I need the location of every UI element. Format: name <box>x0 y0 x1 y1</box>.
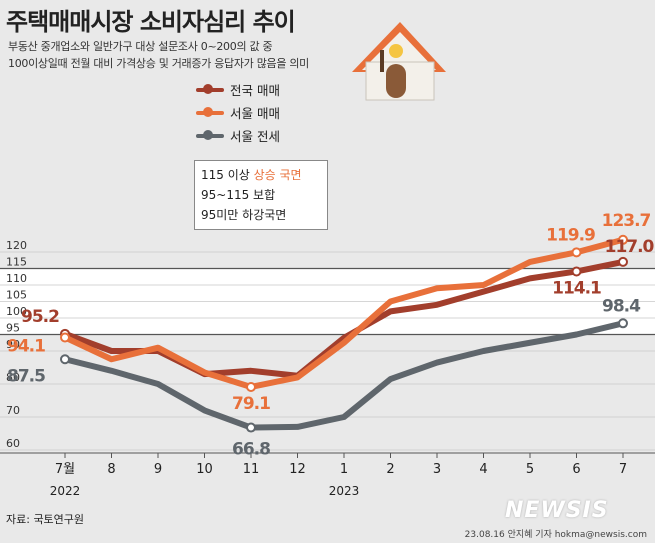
x-tick-label: 10 <box>196 462 213 477</box>
data-point <box>618 234 628 245</box>
info-rise: 115 이상 상승 국면 <box>201 165 321 185</box>
x-tick-label: 7 <box>619 462 627 477</box>
year-label: 2023 <box>329 484 360 498</box>
data-point <box>246 422 256 433</box>
y-tick-label: 120 <box>6 239 27 252</box>
y-tick-label: 80 <box>6 371 20 384</box>
data-point <box>618 256 628 267</box>
x-tick-label: 3 <box>433 462 441 477</box>
y-tick-label: 100 <box>6 305 27 318</box>
y-tick-label: 110 <box>6 272 27 285</box>
x-tick-label: 8 <box>107 462 115 477</box>
x-tick-label: 4 <box>479 462 487 477</box>
phase-info-box: 115 이상 상승 국면 95~115 보합 95미만 하강국면 <box>194 160 328 230</box>
subtitle-line-1: 부동산 중개업소와 일반가구 대상 설문조사 0~200의 값 중 <box>8 40 273 53</box>
y-tick-label: 95 <box>6 322 20 335</box>
x-tick-label: 9 <box>154 462 162 477</box>
house-icon <box>352 22 446 101</box>
x-tick-label: 12 <box>289 462 306 477</box>
y-tick-label: 90 <box>6 338 20 351</box>
info-rise-highlight: 상승 국면 <box>253 168 302 182</box>
series-line <box>62 236 626 390</box>
y-tick-label: 60 <box>6 437 20 450</box>
data-label: 123.7 <box>602 211 651 231</box>
y-tick-label: 70 <box>6 404 20 417</box>
data-label: 79.1 <box>232 394 270 414</box>
legend-national-swatch <box>196 83 224 94</box>
data-point <box>246 381 256 392</box>
legend-seoul-sale-swatch <box>196 106 224 117</box>
x-tick-label: 7월 <box>55 462 75 477</box>
legend-national: 전국 매매 <box>196 78 280 101</box>
brand-logo: NEWSIS <box>505 498 609 523</box>
page-title: 주택매매시장 소비자심리 추이 <box>6 8 296 36</box>
y-tick-label: 105 <box>6 289 27 302</box>
info-steady: 95~115 보합 <box>201 188 276 202</box>
credit-line: 23.08.16 안지혜 기자 hokma@newsis.com <box>464 530 647 540</box>
x-tick-label: 6 <box>572 462 580 477</box>
legend-seoul-rent-swatch <box>196 129 224 140</box>
legend-seoul-sale: 서울 매매 <box>196 101 280 124</box>
source-note: 자료: 국토연구원 <box>6 513 85 526</box>
series-line <box>62 320 626 431</box>
subtitle-line-2: 100이상일때 전월 대비 가격상승 및 거래증가 응답자가 많음을 의미 <box>8 57 309 70</box>
data-label: 114.1 <box>552 278 601 298</box>
info-fall: 95미만 하강국면 <box>201 208 287 222</box>
x-tick-label: 5 <box>526 462 534 477</box>
data-label: 117.0 <box>605 237 655 257</box>
data-point <box>618 318 628 329</box>
data-label: 87.5 <box>7 366 45 386</box>
legend-national-label: 전국 매매 <box>230 83 280 98</box>
y-tick-label: 115 <box>6 256 27 269</box>
legend-seoul-rent: 서울 전세 <box>196 124 280 147</box>
data-point <box>60 332 70 343</box>
info-rise-prefix: 115 이상 <box>201 168 254 182</box>
data-label: 119.9 <box>546 225 595 245</box>
legend-seoul-sale-label: 서울 매매 <box>230 106 280 121</box>
year-label: 2022 <box>50 484 81 498</box>
legend: 전국 매매 서울 매매 서울 전세 <box>196 78 280 147</box>
x-tick-label: 1 <box>340 462 348 477</box>
data-point <box>571 266 582 277</box>
data-point <box>60 354 70 365</box>
data-label: 95.2 <box>21 307 59 327</box>
data-label: 94.1 <box>7 336 45 356</box>
data-point <box>571 247 582 258</box>
data-label: 66.8 <box>232 440 270 460</box>
data-label: 98.4 <box>602 296 641 316</box>
legend-seoul-rent-label: 서울 전세 <box>230 129 280 144</box>
x-tick-label: 2 <box>386 462 394 477</box>
x-tick-label: 11 <box>243 462 260 477</box>
